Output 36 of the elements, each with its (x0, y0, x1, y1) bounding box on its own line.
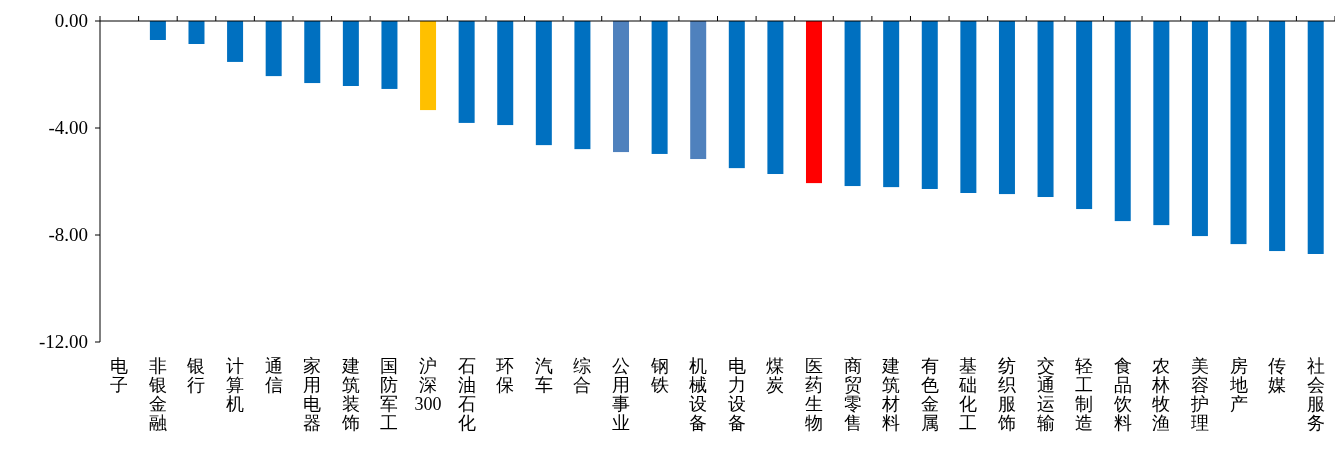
x-tick-label: 机械设备 (689, 356, 708, 433)
x-tick-label: 电力设备 (727, 356, 746, 433)
x-tick-label: 电子 (110, 356, 129, 395)
x-tick-label: 房地产 (1228, 356, 1248, 414)
x-tick-label: 轻工制造 (1075, 356, 1094, 433)
x-tick-label: 农林牧渔 (1151, 356, 1171, 433)
x-tick-label: 医药生物 (804, 356, 823, 433)
x-tick-label: 石油石化 (457, 356, 476, 433)
x-tick-label: 交通运输 (1036, 356, 1055, 433)
x-tick-label: 综合 (573, 356, 592, 395)
y-tick-label: -12.00 (38, 331, 88, 352)
x-tick-label: 非银金融 (147, 356, 167, 433)
x-tick-label: 基础化工 (958, 356, 978, 433)
x-tick-label: 国防军工 (380, 356, 399, 433)
x-tick-label: 银行 (186, 356, 206, 395)
x-tick-label: 建筑装饰 (340, 356, 360, 433)
x-tick-label: 社会服务 (1306, 356, 1325, 433)
x-tick-label: 美容护理 (1189, 356, 1209, 433)
x-tick-label: 汽车 (534, 356, 553, 395)
x-tick-label: 环保 (496, 356, 515, 395)
y-tick-label: 0.00 (54, 10, 88, 31)
x-tick-label: 钢铁 (649, 356, 669, 395)
x-tick-label: 商贸零售 (843, 356, 862, 433)
x-tick-label: 通信 (264, 356, 283, 395)
x-tick-label: 传媒 (1268, 356, 1287, 395)
y-tick-label: -8.00 (48, 224, 88, 245)
x-tick-label: 有色金属 (920, 356, 939, 433)
x-tick-label: 计算机 (226, 356, 245, 414)
x-tick-label: 家用电器 (303, 356, 322, 433)
x-tick-label: 纺织服饰 (996, 356, 1016, 433)
y-tick-label: -4.00 (48, 117, 88, 138)
x-tick-label: 煤炭 (766, 356, 785, 395)
x-tick-label: 食品饮料 (1112, 356, 1132, 433)
x-tick-label: 建筑材料 (881, 356, 901, 433)
x-tick-label: 沪深300 (414, 356, 442, 414)
x-tick-label: 公用事业 (612, 356, 631, 433)
